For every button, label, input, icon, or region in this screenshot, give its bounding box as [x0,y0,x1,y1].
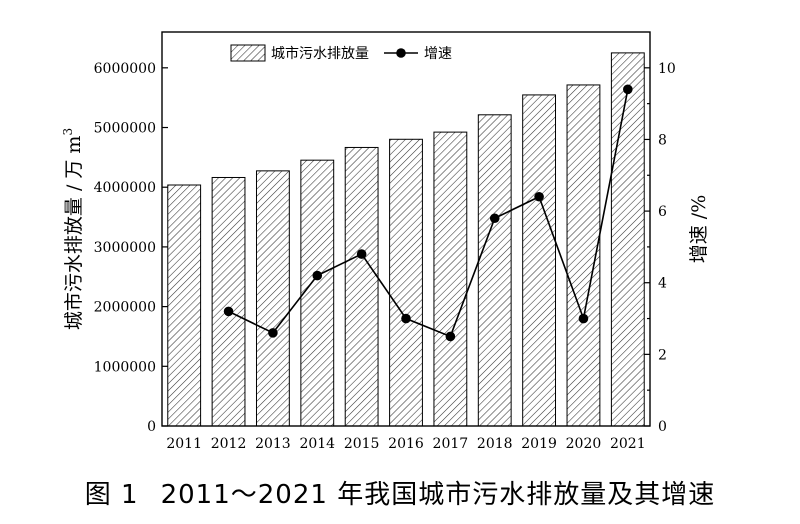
x-tick-label: 2015 [344,436,380,452]
bar-2017 [433,131,468,427]
left-axis-label: 城市污水排放量 / 万 m3 [61,128,85,330]
left-tick-label: 0 [147,419,156,435]
legend-line-marker [396,48,406,58]
bar-2012 [211,176,246,427]
x-tick-label: 2020 [566,436,602,452]
legend-bar-swatch [230,44,266,62]
chart-svg: 0 1000000 2000000 3000000 4000000 5000000 6000… [61,31,710,452]
x-tick-label: 2017 [433,436,469,452]
x-tick-label: 2016 [388,436,424,452]
x-axis-ticks: 2011 2012 2013 2014 2015 2016 2017 2018 2019 2020… [166,436,645,452]
right-tick-label: 4 [658,276,667,292]
figure-caption: 图 1 2011～2021 年我国城市污水排放量及其增速 [0,474,800,511]
growth-point-2016 [401,313,411,324]
bar-2021 [610,52,645,427]
chart: 0 1000000 2000000 3000000 4000000 5000000 6000… [61,31,710,452]
bar-2019 [522,94,557,427]
figure-caption-text: 2011～2021 年我国城市污水排放量及其增速 [160,480,716,510]
right-tick-label: 8 [658,132,667,148]
x-tick-label: 2019 [521,436,557,452]
x-tick-label: 2018 [477,436,513,452]
left-axis-ticks: 0 1000000 2000000 3000000 4000000 5000000 6000… [94,61,168,435]
bar-2020 [566,84,601,427]
right-tick-label: 10 [658,61,676,77]
right-tick-label: 2 [658,347,667,363]
bar-2014 [300,159,335,427]
bar-2016 [389,138,423,427]
bar-2013 [255,170,290,427]
bar-2011 [167,184,202,427]
legend-bar-label: 城市污水排放量 [271,45,369,62]
right-tick-label: 6 [658,204,667,220]
growth-point-2015 [356,249,367,259]
plot-frame [161,31,651,427]
growth-rate-line [228,89,629,338]
growth-line-layer [223,84,633,342]
left-tick-label: 1000000 [94,359,156,375]
growth-point-2019 [534,191,544,202]
left-tick-label: 3000000 [94,240,156,256]
x-tick-label: 2012 [211,436,247,452]
x-tick-label: 2021 [610,436,646,452]
left-tick-label: 6000000 [94,61,156,77]
legend: 城市污水排放量 增速 [230,44,452,62]
bars-layer [167,52,645,427]
figure-number: 图 1 [84,480,139,510]
growth-point-2013 [268,328,278,338]
left-tick-label: 2000000 [94,300,156,316]
growth-point-2018 [489,213,500,224]
right-axis-ticks: 0 2 4 6 8 10 [644,61,676,435]
growth-point-2014 [312,270,323,281]
bar-2018 [477,114,512,427]
growth-point-2017 [445,331,456,342]
right-tick-label: 0 [658,419,667,435]
left-tick-label: 4000000 [94,180,156,196]
growth-point-2020 [578,313,589,324]
growth-point-2021 [623,84,633,95]
growth-point-2012 [223,306,234,317]
legend-line-label: 增速 [424,46,452,62]
left-tick-label: 5000000 [94,121,156,137]
x-tick-label: 2014 [299,436,335,452]
x-tick-label: 2011 [166,436,202,452]
x-tick-label: 2013 [255,436,291,452]
right-axis-label: 增速 /% [688,195,710,264]
bar-2015 [344,146,379,427]
